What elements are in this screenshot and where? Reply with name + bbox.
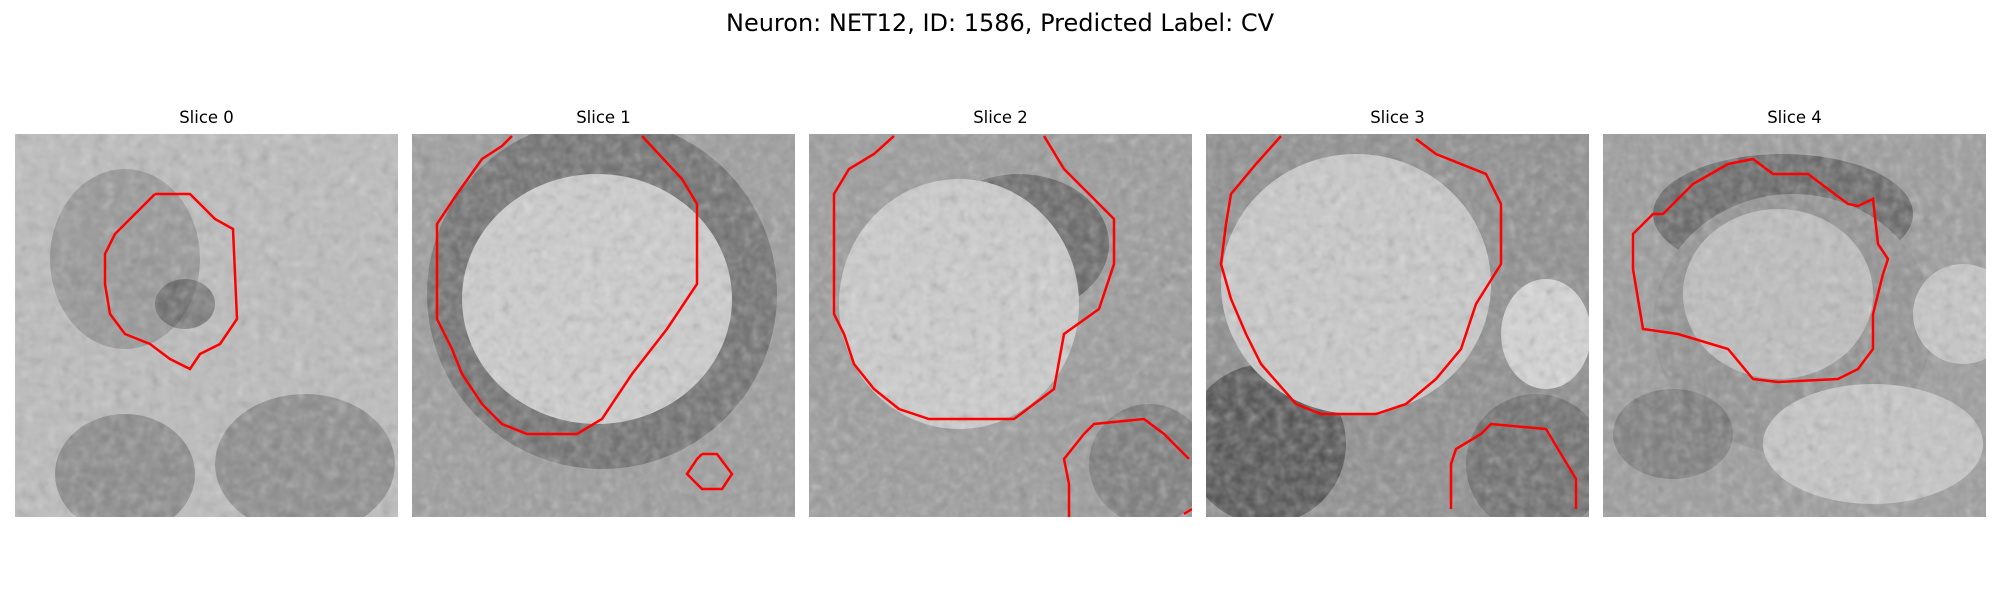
slice-4-canvas xyxy=(1603,134,1986,517)
slice-image xyxy=(1603,134,1986,517)
slice-panel-1: Slice 1 xyxy=(412,108,795,517)
slice-panel-3: Slice 3 xyxy=(1206,108,1589,517)
slice-panel-0: Slice 0 xyxy=(15,108,398,517)
slice-image xyxy=(412,134,795,517)
slice-2-canvas xyxy=(809,134,1192,517)
slice-image xyxy=(1206,134,1589,517)
slice-1-canvas xyxy=(412,134,795,517)
slice-0-canvas xyxy=(15,134,398,517)
slice-title: Slice 2 xyxy=(973,108,1028,127)
slice-title: Slice 3 xyxy=(1370,108,1425,127)
slice-image xyxy=(15,134,398,517)
slice-title: Slice 1 xyxy=(576,108,631,127)
slice-panel-2: Slice 2 xyxy=(809,108,1192,517)
slice-image xyxy=(809,134,1192,517)
slice-title: Slice 0 xyxy=(179,108,234,127)
slice-3-canvas xyxy=(1206,134,1589,517)
figure-title: Neuron: NET12, ID: 1586, Predicted Label… xyxy=(726,9,1274,37)
slice-title: Slice 4 xyxy=(1767,108,1822,127)
slice-panel-4: Slice 4 xyxy=(1603,108,1986,517)
